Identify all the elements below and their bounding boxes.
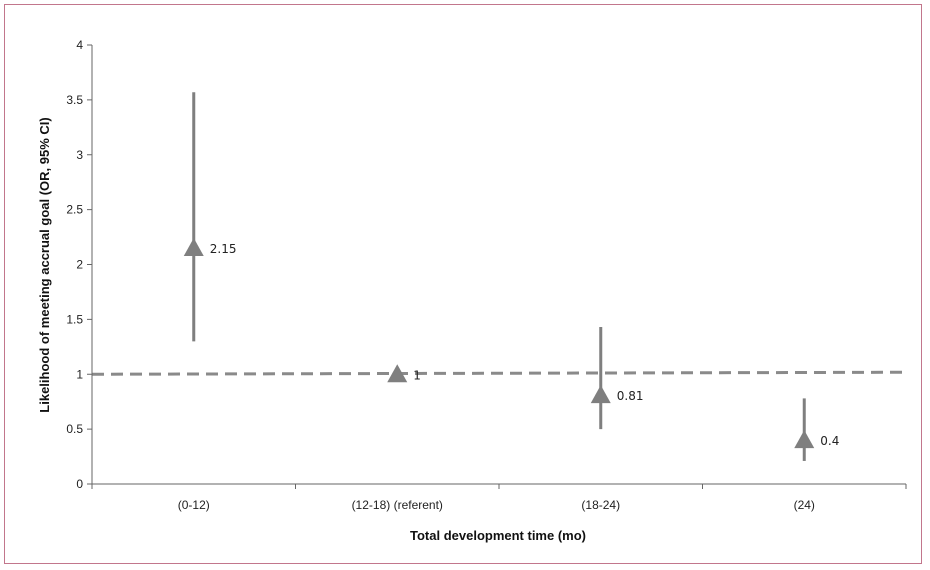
y-tick-label: 1.5: [66, 312, 83, 326]
chart-frame: [4, 4, 922, 564]
y-tick-label: 2.5: [66, 203, 83, 217]
data-point-label: 2.15: [210, 242, 237, 256]
y-tick-label: 2: [76, 258, 83, 272]
data-point-marker: [183, 238, 204, 257]
data-point-marker: [387, 364, 408, 383]
data-point-label: 0.81: [617, 389, 644, 403]
y-tick-label: 0: [76, 477, 83, 491]
data-point-label: 1: [413, 368, 421, 382]
y-tick-label: 0.5: [66, 422, 83, 436]
data-point-marker: [794, 430, 815, 449]
data-point-marker: [590, 385, 611, 404]
reference-line: [91, 370, 907, 376]
data-point-label: 0.4: [820, 434, 839, 448]
x-tick-label: (12-18) (referent): [352, 498, 443, 512]
y-axis-title: Likelihood of meeting accrual goal (OR, …: [37, 117, 52, 412]
y-tick-label: 3: [76, 148, 83, 162]
x-tick-label: (18-24): [581, 498, 620, 512]
x-axis-title: Total development time (mo): [410, 528, 586, 543]
x-tick-label: (24): [794, 498, 815, 512]
x-tick-label: (0-12): [178, 498, 210, 512]
y-tick-label: 1: [76, 367, 83, 381]
y-tick-label: 4: [76, 38, 83, 52]
y-tick-label: 3.5: [66, 93, 83, 107]
